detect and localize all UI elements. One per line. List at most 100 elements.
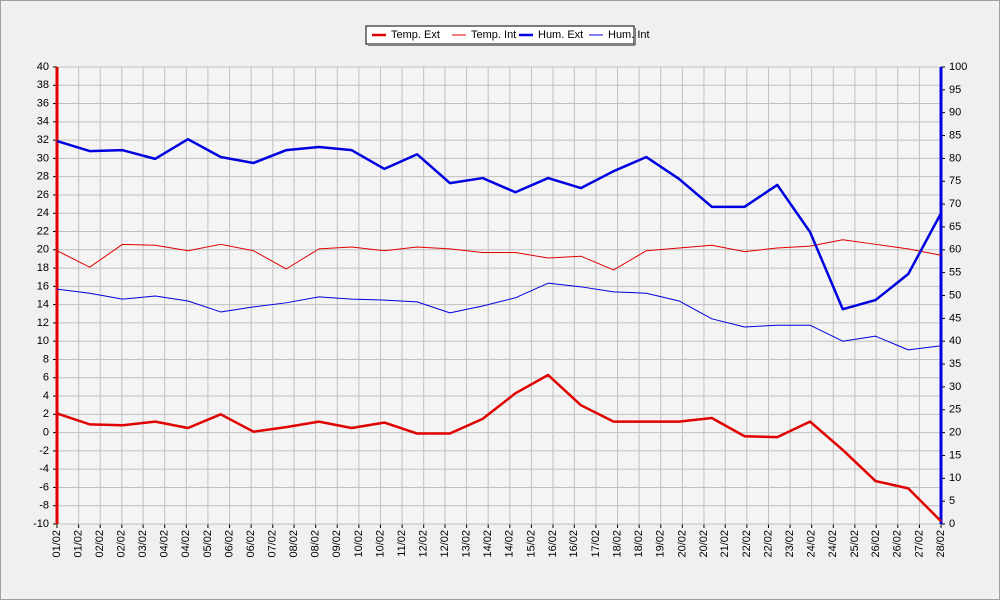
y2-tick-label: 35	[949, 358, 961, 370]
y-tick-label: 20	[37, 244, 49, 256]
x-tick-label: 06/02	[245, 530, 257, 558]
y2-tick-label: 0	[949, 518, 955, 530]
y2-tick-label: 10	[949, 472, 961, 484]
y2-tick-label: 15	[949, 449, 961, 461]
x-tick-label: 15/02	[525, 530, 537, 558]
y2-tick-label: 70	[949, 198, 961, 210]
y-tick-label: 14	[37, 299, 49, 311]
x-tick-label: 18/02	[611, 530, 623, 558]
x-tick-label: 08/02	[310, 530, 322, 558]
x-tick-label: 04/02	[180, 530, 192, 558]
y2-tick-label: 95	[949, 84, 961, 96]
y-tick-label: 30	[37, 152, 49, 164]
y2-tick-label: 45	[949, 312, 961, 324]
series-line	[56, 239, 942, 271]
x-tick-label: 14/02	[504, 530, 516, 558]
x-tick-label: 20/02	[676, 530, 688, 558]
y2-tick-label: 25	[949, 404, 961, 416]
y-tick-label: 0	[43, 427, 49, 439]
x-tick-label: 10/02	[353, 530, 365, 558]
y-tick-label: 8	[43, 353, 49, 365]
x-tick-label: 16/02	[568, 530, 580, 558]
y-tick-label: 18	[37, 262, 49, 274]
legend-label: Temp. Ext	[391, 29, 440, 41]
y-tick-label: -10	[33, 518, 49, 530]
x-tick-label: 02/02	[94, 530, 106, 558]
x-tick-label: 25/02	[849, 530, 861, 558]
x-tick-label: 26/02	[870, 530, 882, 558]
y-tick-label: 28	[37, 171, 49, 183]
y-tick-label: 6	[43, 372, 49, 384]
y-tick-label: 32	[37, 134, 49, 146]
x-tick-label: 21/02	[719, 530, 731, 558]
x-tick-label: 14/02	[482, 530, 494, 558]
x-tick-label: 16/02	[547, 530, 559, 558]
y-tick-label: 10	[37, 335, 49, 347]
x-tick-label: 01/02	[73, 530, 85, 558]
x-tick-label: 27/02	[913, 530, 925, 558]
y2-tick-label: 65	[949, 221, 961, 233]
y2-tick-label: 60	[949, 244, 961, 256]
x-tick-label: 24/02	[806, 530, 818, 558]
y2-tick-label: 100	[949, 61, 967, 73]
x-tick-label: 01/02	[51, 530, 63, 558]
y-tick-label: 12	[37, 317, 49, 329]
series-line	[56, 373, 942, 523]
x-tick-label: 10/02	[374, 530, 386, 558]
series-line	[56, 282, 942, 351]
y-tick-label: 2	[43, 408, 49, 420]
x-tick-label: 09/02	[331, 530, 343, 558]
y-tick-label: -4	[39, 463, 49, 475]
y2-tick-label: 30	[949, 381, 961, 393]
x-tick-label: 12/02	[418, 530, 430, 558]
x-tick-label: 19/02	[655, 530, 667, 558]
x-tick-label: 02/02	[116, 530, 128, 558]
y-tick-label: -2	[39, 445, 49, 457]
x-tick-label: 20/02	[698, 530, 710, 558]
legend: Temp. Ext Temp. Int Hum. Ext Hum. Int	[365, 25, 650, 46]
x-tick-label: 22/02	[762, 530, 774, 558]
legend-label: Hum. Int	[608, 29, 650, 41]
x-tick-label: 17/02	[590, 530, 602, 558]
x-tick-label: 04/02	[159, 530, 171, 558]
y2-tick-label: 80	[949, 152, 961, 164]
y2-tick-label: 20	[949, 427, 961, 439]
x-tick-label: 24/02	[827, 530, 839, 558]
x-tick-label: 11/02	[396, 530, 408, 557]
x-tick-label: 22/02	[741, 530, 753, 558]
x-tick-label: 26/02	[892, 530, 904, 558]
y2-tick-label: 90	[949, 107, 961, 119]
x-tick-label: 06/02	[223, 530, 235, 558]
x-tick-label: 07/02	[267, 530, 279, 558]
x-tick-label: 03/02	[137, 530, 149, 558]
y-tick-label: 40	[37, 61, 49, 73]
x-tick-label: 08/02	[288, 530, 300, 558]
y-tick-label: 24	[37, 207, 49, 219]
x-tick-label: 05/02	[202, 530, 214, 558]
y2-tick-label: 50	[949, 289, 961, 301]
y-tick-label: 16	[37, 280, 49, 292]
y-tick-label: 4	[43, 390, 49, 402]
y-tick-label: 36	[37, 97, 49, 109]
y-tick-label: 26	[37, 189, 49, 201]
legend-label: Hum. Ext	[538, 29, 583, 41]
series-line	[56, 137, 943, 311]
x-tick-label: 12/02	[439, 530, 451, 558]
y-tick-label: 22	[37, 225, 49, 237]
x-tick-label: 18/02	[633, 530, 645, 558]
y2-tick-label: 5	[949, 495, 955, 507]
y-tick-label: 38	[37, 79, 49, 91]
y-tick-label: -8	[39, 500, 49, 512]
y2-tick-label: 40	[949, 335, 961, 347]
y2-tick-label: 55	[949, 267, 961, 279]
x-tick-label: 13/02	[460, 530, 472, 558]
y-tick-label: -6	[39, 481, 49, 493]
y2-tick-label: 75	[949, 175, 961, 187]
x-tick-label: 28/02	[935, 530, 947, 558]
plot-area	[56, 66, 942, 525]
y-tick-label: 34	[37, 116, 49, 128]
y2-tick-label: 85	[949, 129, 961, 141]
legend-label: Temp. Int	[471, 29, 516, 41]
x-tick-label: 23/02	[784, 530, 796, 558]
